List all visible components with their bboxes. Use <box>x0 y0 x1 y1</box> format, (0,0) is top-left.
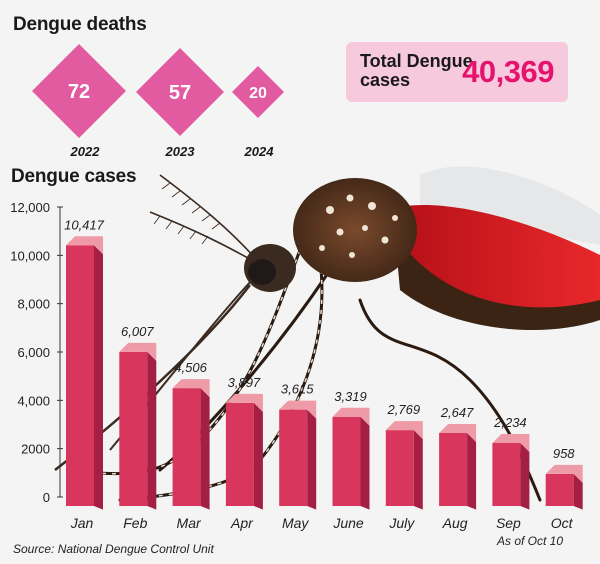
bar-side <box>200 388 210 510</box>
bar <box>545 473 574 506</box>
source-note: Source: National Dengue Control Unit <box>13 542 214 556</box>
death-year: 2023 <box>165 144 196 159</box>
bar-value-label: 4,506 <box>174 360 207 375</box>
death-value: 20 <box>249 85 267 102</box>
as-of-note: As of Oct 10 <box>497 534 564 548</box>
bar-side <box>413 430 423 510</box>
death-2022: 72 2022 <box>32 44 126 159</box>
bar-side <box>253 402 263 510</box>
x-tick-label: May <box>282 515 309 531</box>
x-tick-label: Oct <box>551 515 574 531</box>
bar-side <box>520 443 530 510</box>
total-cases-label: Total Dengue cases <box>360 51 473 90</box>
bar-top <box>545 464 583 483</box>
bar <box>172 388 201 506</box>
bar <box>279 409 308 506</box>
death-year: 2024 <box>244 144 275 159</box>
death-2023: 57 2023 <box>136 48 224 159</box>
bar-top <box>225 393 263 412</box>
bar-side <box>467 433 477 510</box>
total-cases-value: 40,369 <box>462 54 554 89</box>
bar-value-label: 3,319 <box>334 389 367 404</box>
y-tick-label: 6,000 <box>17 345 50 360</box>
x-tick-label: Jan <box>70 515 94 531</box>
bar <box>439 433 468 506</box>
bar-side <box>573 473 583 510</box>
bar-side <box>307 409 317 510</box>
bar-top <box>385 421 423 440</box>
bar-top <box>172 379 210 398</box>
bar-value-label: 6,007 <box>121 324 154 339</box>
x-tick-label: Apr <box>230 515 254 531</box>
death-value: 72 <box>68 81 90 103</box>
bar-side <box>147 351 157 510</box>
bar-value-label: 2,234 <box>493 415 527 430</box>
bar-value-label: 2,647 <box>440 405 474 420</box>
y-tick-label: 10,000 <box>10 248 50 263</box>
bar-top <box>332 407 370 426</box>
y-tick-label: 0 <box>43 490 50 505</box>
x-tick-label: Feb <box>123 515 147 531</box>
bar-top <box>279 400 317 419</box>
deaths-title: Dengue deaths <box>13 14 147 35</box>
x-tick-label: Aug <box>442 515 468 531</box>
bar-value-label: 10,417 <box>64 217 105 232</box>
y-tick-label: 8,000 <box>17 297 50 312</box>
deaths-panel: 72 2022 57 2023 20 2024 <box>32 44 284 159</box>
bar-top <box>439 424 477 443</box>
bar-value-label: 3,615 <box>281 382 314 397</box>
death-year: 2022 <box>70 144 101 159</box>
bar <box>66 245 94 506</box>
bar-top <box>492 434 530 453</box>
bar <box>385 430 414 506</box>
x-tick-label: Sep <box>496 515 521 531</box>
bar-value-label: 958 <box>553 446 575 461</box>
bar-top <box>66 236 103 255</box>
bar <box>332 416 361 506</box>
bar-side <box>360 416 370 510</box>
bar-value-label: 2,769 <box>387 402 421 417</box>
death-2024: 20 2024 <box>232 66 284 159</box>
bar <box>225 402 254 506</box>
y-tick-label: 4,000 <box>17 393 50 408</box>
bar-side <box>94 245 103 510</box>
bar <box>492 443 521 506</box>
bar-value-label: 3,897 <box>228 375 261 390</box>
y-tick-label: 2000 <box>21 442 50 457</box>
x-tick-label: June <box>332 515 364 531</box>
bar-top <box>119 342 157 361</box>
x-tick-label: Mar <box>177 515 202 531</box>
death-value: 57 <box>169 82 191 104</box>
total-cases-box: Total Dengue cases 40,369 <box>346 42 568 102</box>
chart-title: Dengue cases <box>11 166 137 187</box>
bar <box>119 351 148 506</box>
y-tick-label: 12,000 <box>10 200 50 215</box>
x-tick-label: July <box>388 515 415 531</box>
